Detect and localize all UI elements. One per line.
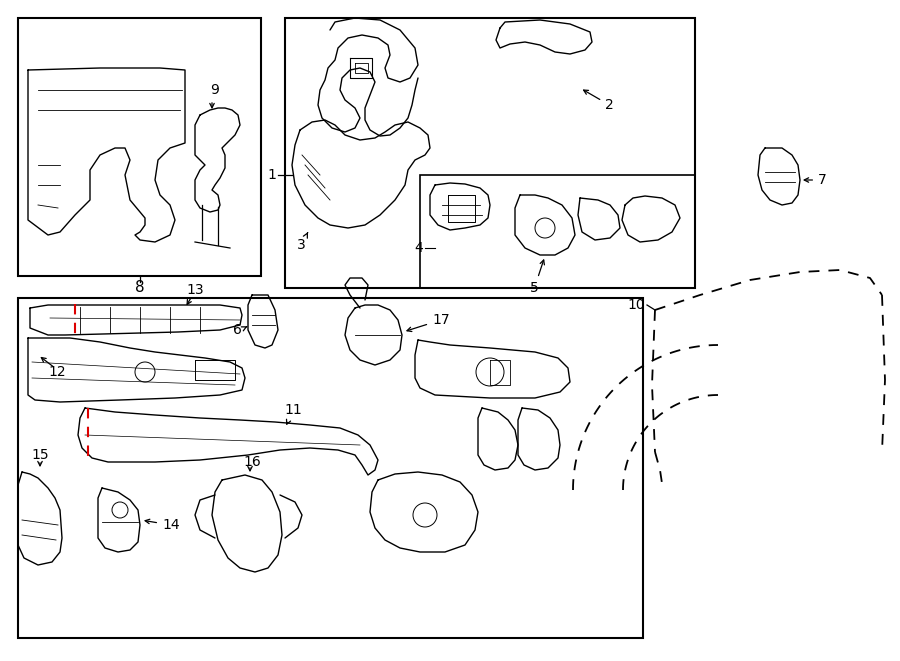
Text: 12: 12 (48, 365, 66, 379)
Text: 13: 13 (186, 283, 203, 297)
Text: 3: 3 (297, 233, 308, 252)
Text: 17: 17 (407, 313, 450, 332)
Text: 4: 4 (414, 241, 423, 255)
Text: 6: 6 (232, 323, 241, 337)
Text: 10: 10 (627, 298, 645, 312)
Text: 8: 8 (135, 280, 145, 295)
Text: 1: 1 (267, 168, 276, 182)
Text: 2: 2 (583, 90, 614, 112)
Bar (18, 298, 643, 638)
Text: 11: 11 (284, 403, 302, 424)
Bar (420, 175, 695, 288)
Text: 16: 16 (243, 455, 261, 469)
Text: 7: 7 (805, 173, 827, 187)
Text: 9: 9 (211, 83, 220, 97)
Text: 14: 14 (145, 518, 180, 532)
Bar (285, 18, 695, 288)
Text: 15: 15 (32, 448, 49, 462)
Text: 5: 5 (530, 260, 544, 295)
Bar (18, 18, 261, 276)
